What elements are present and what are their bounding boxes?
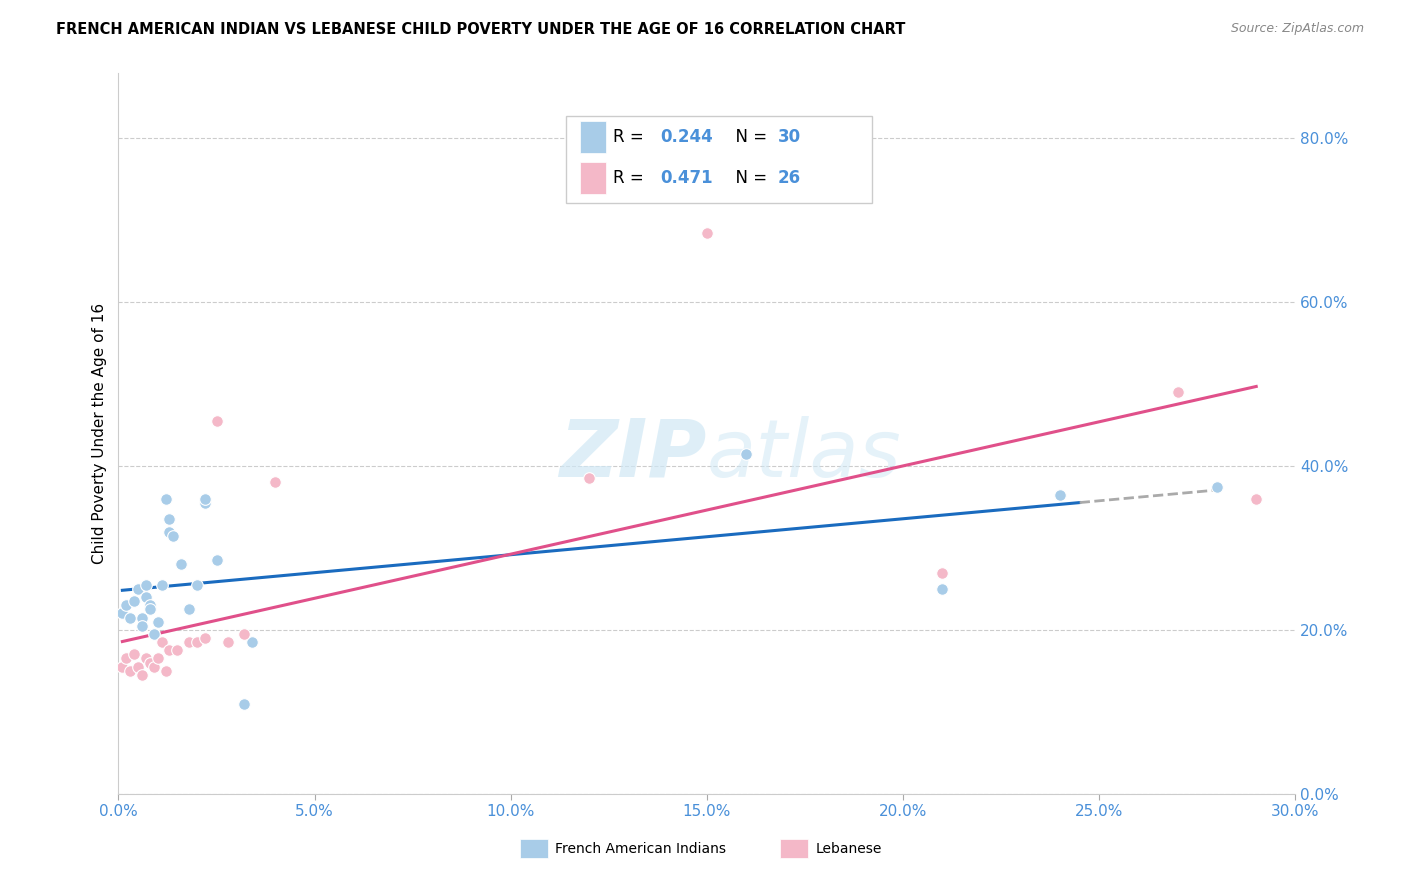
Text: Lebanese: Lebanese [815,842,882,855]
Point [735,447,758,461]
Point [159,512,181,526]
Point [931,566,953,580]
Point [120,610,142,624]
Point [194,496,217,510]
Point [120,664,142,678]
Point [115,651,138,665]
Text: atlas: atlas [707,416,901,494]
Point [162,529,184,543]
Point [194,631,217,645]
Point [139,656,162,670]
Text: 26: 26 [778,169,800,187]
Y-axis label: Child Poverty Under the Age of 16: Child Poverty Under the Age of 16 [93,302,107,564]
Bar [579,162,606,194]
Text: 0.471: 0.471 [659,169,713,187]
Text: R =: R = [613,169,648,187]
Point [122,648,145,662]
Point [233,627,256,641]
Point [150,578,173,592]
Point [170,558,193,572]
Text: French American Indians: French American Indians [555,842,727,855]
Point [139,599,162,613]
Text: Source: ZipAtlas.com: Source: ZipAtlas.com [1230,22,1364,36]
Point [142,659,165,673]
Point [205,414,228,428]
Point [177,635,200,649]
Point [135,590,157,604]
Text: FRENCH AMERICAN INDIAN VS LEBANESE CHILD POVERTY UNDER THE AGE OF 16 CORRELATION: FRENCH AMERICAN INDIAN VS LEBANESE CHILD… [56,22,905,37]
Text: 0.244: 0.244 [659,128,713,145]
Point [159,524,181,539]
Bar [565,116,872,202]
Point [217,635,239,649]
Point [194,491,217,506]
Point [1206,479,1229,493]
Point [115,599,138,613]
Point [155,664,177,678]
Point [177,602,200,616]
Point [131,618,153,632]
Point [240,635,263,649]
Point [166,643,188,657]
Text: R =: R = [613,128,648,145]
Point [1244,491,1267,506]
Text: 30: 30 [778,128,800,145]
Point [150,635,173,649]
Text: N =: N = [724,128,772,145]
Point [1049,488,1071,502]
Bar [579,120,606,153]
Point [186,635,208,649]
Point [131,668,153,682]
Point [931,582,953,596]
Point [1167,385,1189,400]
Point [155,491,177,506]
Point [696,226,718,240]
Point [146,651,169,665]
Point [146,615,169,629]
Point [135,651,157,665]
Point [578,471,600,485]
Text: N =: N = [724,169,772,187]
Point [139,602,162,616]
Point [127,582,149,596]
Point [131,610,153,624]
Text: ZIP: ZIP [560,416,707,494]
Point [205,553,228,567]
Point [142,627,165,641]
Point [122,594,145,608]
Point [135,578,157,592]
Point [111,607,134,621]
Point [127,659,149,673]
Point [264,475,287,490]
Point [186,578,208,592]
Point [111,659,134,673]
Point [233,697,256,711]
Point [159,643,181,657]
